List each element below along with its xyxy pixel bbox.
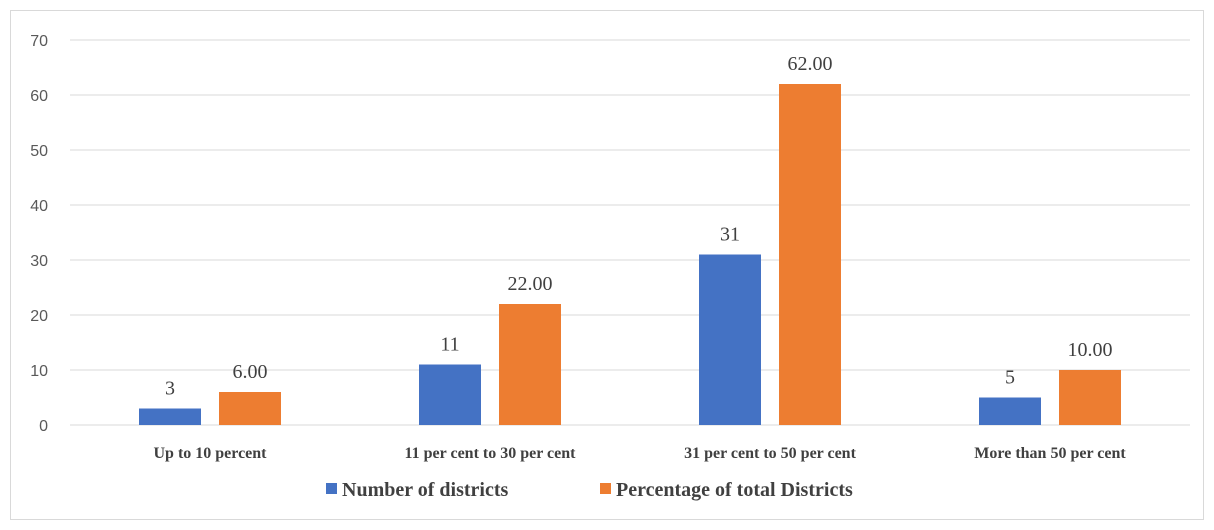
bar-number-of-districts-3 (979, 397, 1041, 425)
bar-number-of-districts-2 (699, 254, 761, 425)
data-label: 3 (165, 378, 175, 400)
bar-percentage-2 (779, 84, 841, 425)
bar-number-of-districts-1 (419, 364, 481, 425)
data-label: 5 (1005, 367, 1015, 389)
x-category-label: Up to 10 percent (153, 445, 267, 462)
legend-swatch (326, 483, 337, 494)
bars (139, 84, 1121, 425)
data-label: 22.00 (508, 273, 553, 295)
legend: Number of districts Percentage of total D… (326, 479, 853, 501)
data-label: 10.00 (1068, 339, 1113, 361)
bar-percentage-0 (219, 392, 281, 425)
y-tick-label: 20 (30, 308, 48, 325)
legend-label: Number of districts (342, 479, 508, 501)
x-category-label: 11 per cent to 30 per cent (405, 445, 577, 462)
x-category-label: 31 per cent to 50 per cent (684, 445, 856, 462)
y-tick-label: 70 (30, 33, 48, 50)
y-tick-label: 10 (30, 363, 48, 380)
data-label: 31 (720, 224, 740, 246)
y-tick-label: 50 (30, 143, 48, 160)
data-label: 6.00 (233, 361, 268, 383)
y-tick-label: 30 (30, 253, 48, 270)
y-tick-label: 40 (30, 198, 48, 215)
x-category-label: More than 50 per cent (974, 445, 1126, 462)
data-labels: 3 6.00 11 22.00 31 62.00 5 10.00 (165, 53, 1113, 400)
y-axis-ticks: 0 10 20 30 40 50 60 70 (30, 33, 48, 435)
legend-label: Percentage of total Districts (616, 479, 853, 501)
bar-number-of-districts-0 (139, 408, 201, 425)
legend-swatch (600, 483, 611, 494)
bar-percentage-1 (499, 304, 561, 425)
y-tick-label: 60 (30, 88, 48, 105)
data-label: 62.00 (788, 53, 833, 75)
y-tick-label: 0 (39, 418, 48, 435)
bar-percentage-3 (1059, 370, 1121, 425)
data-label: 11 (440, 334, 459, 356)
x-axis-categories: Up to 10 percent 11 per cent to 30 per ce… (153, 445, 1126, 462)
